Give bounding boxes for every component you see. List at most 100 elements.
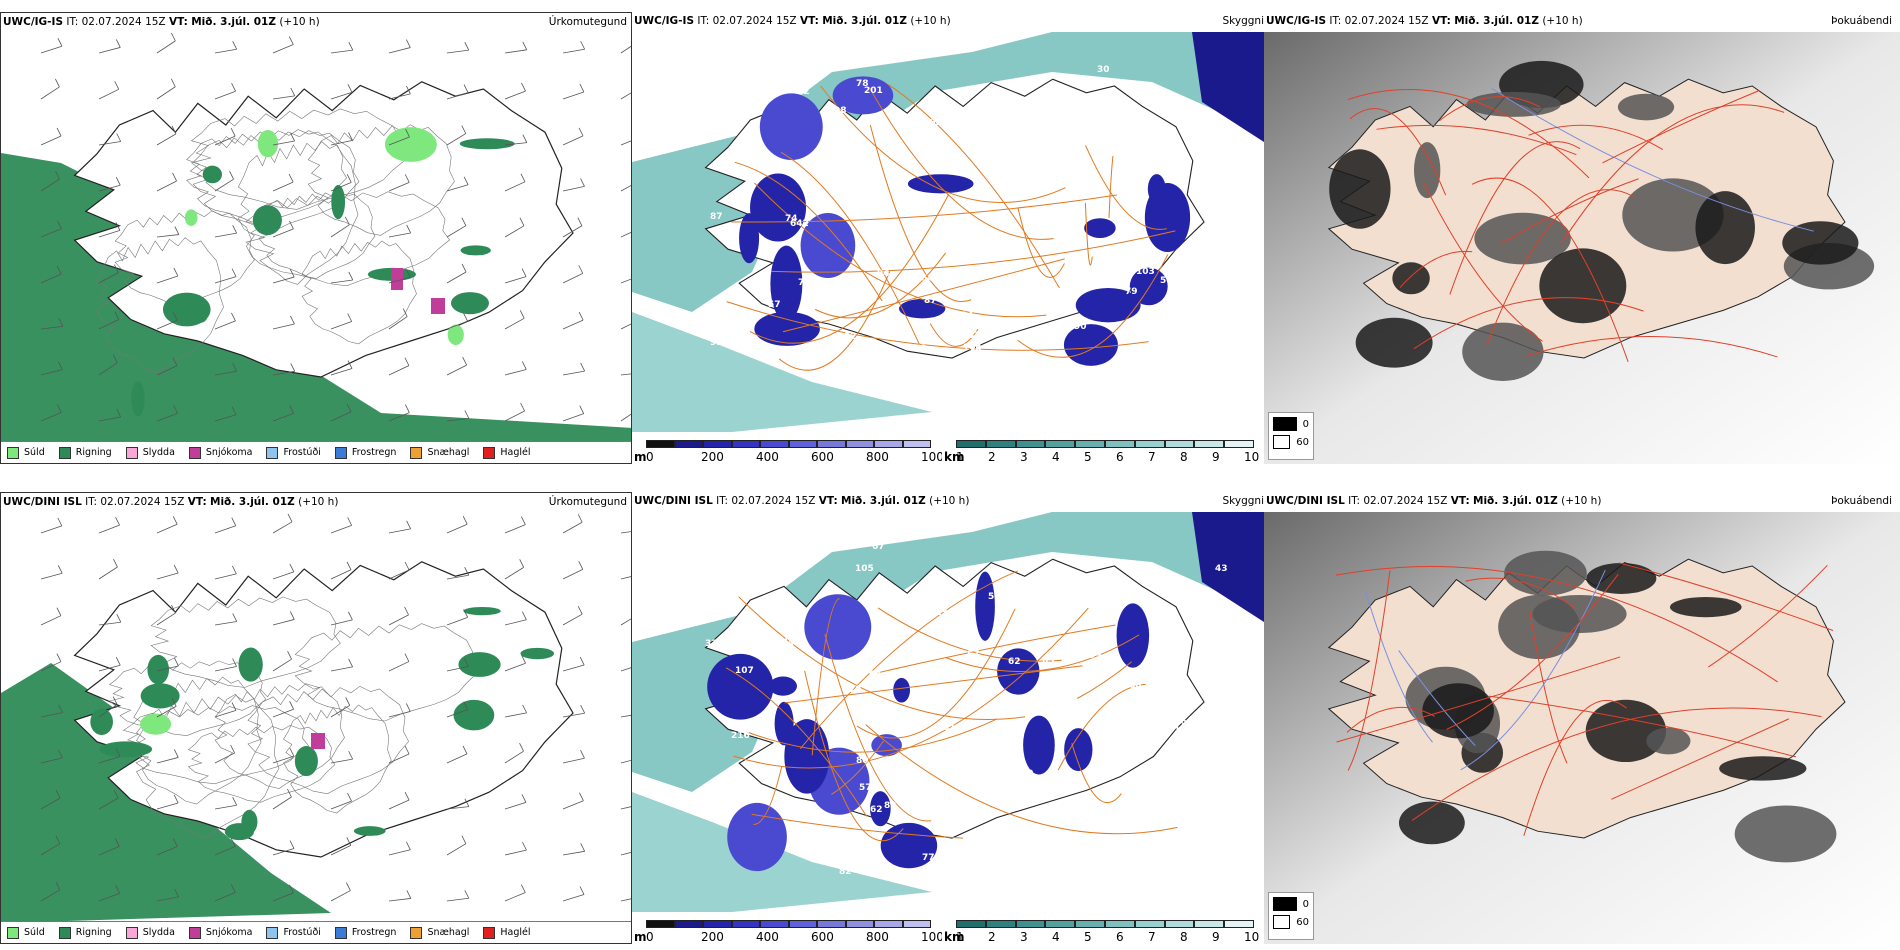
precip-map[interactable] <box>1 13 632 443</box>
cloud-base-label: 96 <box>1174 717 1187 727</box>
legend-swatch <box>483 926 496 939</box>
road <box>725 667 868 817</box>
cloud-base-label: 62 <box>870 805 883 815</box>
scale-segment <box>1075 920 1105 928</box>
cloud-base-label: 94 <box>877 269 890 279</box>
precip-map[interactable] <box>1 493 632 923</box>
cloud-base-label: 34 <box>961 311 974 321</box>
cloud-base-label: 87 <box>924 296 937 306</box>
cloud-base-label: 276 <box>1190 827 1209 837</box>
wind-barb <box>40 661 62 672</box>
wind-barb <box>562 135 584 146</box>
wind-barb-flag <box>232 797 238 806</box>
fog-legend-row: 60 <box>1273 915 1309 929</box>
wind-barb <box>272 323 295 330</box>
wind-barb-flag <box>57 517 63 527</box>
cloud-base-label: 64 <box>979 302 992 312</box>
legend-swatch <box>188 446 201 459</box>
terrain-contour <box>96 237 224 374</box>
cloud-base-label: 80 <box>1080 129 1093 139</box>
wind-barb-flag <box>114 264 119 273</box>
wind-barb <box>330 279 353 284</box>
scale-segment <box>985 920 1016 928</box>
wind-barb-flag <box>461 263 467 273</box>
wind-barb <box>562 712 585 718</box>
fog-legend-label: 60 <box>1296 436 1309 448</box>
wind-barb <box>562 521 583 534</box>
cloud-base-label: 107 <box>845 660 864 670</box>
wind-barb <box>446 897 469 902</box>
legend-swatch <box>334 446 347 459</box>
wind-barb <box>40 45 63 54</box>
legend-swatch <box>410 926 423 939</box>
wind-barb-flag <box>114 81 120 90</box>
cloudbase-map[interactable]: 181 116 98 90 87 87 88 97 71 60 64 64 53 56 55 34 42 38 73… <box>632 12 1264 438</box>
fog-panel-bottom: UWC/DINI ISL IT: 02.07.2024 15Z VT: Mið.… <box>1264 492 1900 944</box>
low-visibility-area <box>632 312 932 432</box>
wind-barb-flag <box>56 653 62 662</box>
wind-barb <box>562 370 585 376</box>
rain-patch <box>460 245 491 256</box>
fog-map[interactable] <box>1264 12 1900 464</box>
wind-barb-flag <box>290 315 295 325</box>
cloud-base-label: 113 <box>929 608 948 618</box>
scale-tick: 4 <box>1052 930 1060 944</box>
wind-barb-flag <box>348 750 354 760</box>
wind-barb <box>388 711 411 718</box>
wind-barb-flag <box>577 514 583 523</box>
wind-barb-flag <box>55 881 61 890</box>
wind-barb <box>620 232 631 238</box>
wind-barb-flag <box>288 36 294 45</box>
panel-title: UWC/IG-IS IT: 02.07.2024 15Z VT: Mið. 3.… <box>634 15 951 27</box>
road <box>731 194 1117 223</box>
cloud-base-label: 52 <box>844 332 857 342</box>
cloud-base-label: 107 <box>735 666 754 676</box>
wind-barb <box>330 525 352 534</box>
wind-barb-flag <box>348 132 353 141</box>
cloud-base-label: 56 <box>1177 372 1190 382</box>
cloudbase-map[interactable]: 54 82 38 43 41 57 73 66 67 71 79 62 83 64 49 97 96 99 106 8… <box>632 492 1264 918</box>
cloud-base-label: 216 <box>731 731 750 741</box>
wind-barb-flag <box>231 406 237 415</box>
road <box>877 607 1062 662</box>
wind-barb-flag <box>112 354 118 364</box>
road <box>1077 661 1132 699</box>
wind-barb <box>272 571 294 580</box>
wind-barb <box>388 569 410 580</box>
wind-barb-flag <box>461 125 467 134</box>
wind-barb-flag <box>463 84 469 93</box>
low-cloud-patch <box>770 245 803 322</box>
legend-label: Snæhagl <box>427 927 470 938</box>
wind-barb-flag <box>579 83 585 93</box>
wind-barb-flag <box>290 132 295 142</box>
cloud-base-label: 89 <box>884 801 897 811</box>
wind-barb-flag <box>463 701 469 710</box>
wind-barb-flag <box>232 363 238 372</box>
wind-barb <box>388 136 410 146</box>
rain-patch <box>520 647 555 660</box>
rain-patch <box>384 127 437 162</box>
cloud-base-label: 71 <box>1230 240 1243 250</box>
legend-label: Rigning <box>75 927 112 938</box>
fog-map[interactable] <box>1264 492 1900 944</box>
wind-barb <box>40 757 63 764</box>
scale-tick: 1 <box>956 930 964 944</box>
wind-barb <box>330 705 350 718</box>
cloud-base-label: 73 <box>849 685 862 695</box>
wind-barb <box>388 528 411 534</box>
scale-segment <box>703 440 732 448</box>
cloud-base-label: 87 <box>710 212 723 222</box>
cloud-base-label: 88 <box>718 317 731 327</box>
road <box>771 230 1176 273</box>
wind-barb <box>214 276 237 284</box>
wind-barb-flag <box>172 516 178 525</box>
panel-type-label: Skyggni <box>1222 15 1265 27</box>
scale-tick: 200 <box>701 930 724 944</box>
wind-barb <box>504 849 527 856</box>
wind-barb-flag <box>404 745 410 755</box>
wind-barb <box>156 412 178 422</box>
wind-barb <box>272 619 295 626</box>
rain-patch <box>458 652 501 677</box>
wind-barb-flag <box>232 41 238 50</box>
wind-barb <box>156 802 179 810</box>
